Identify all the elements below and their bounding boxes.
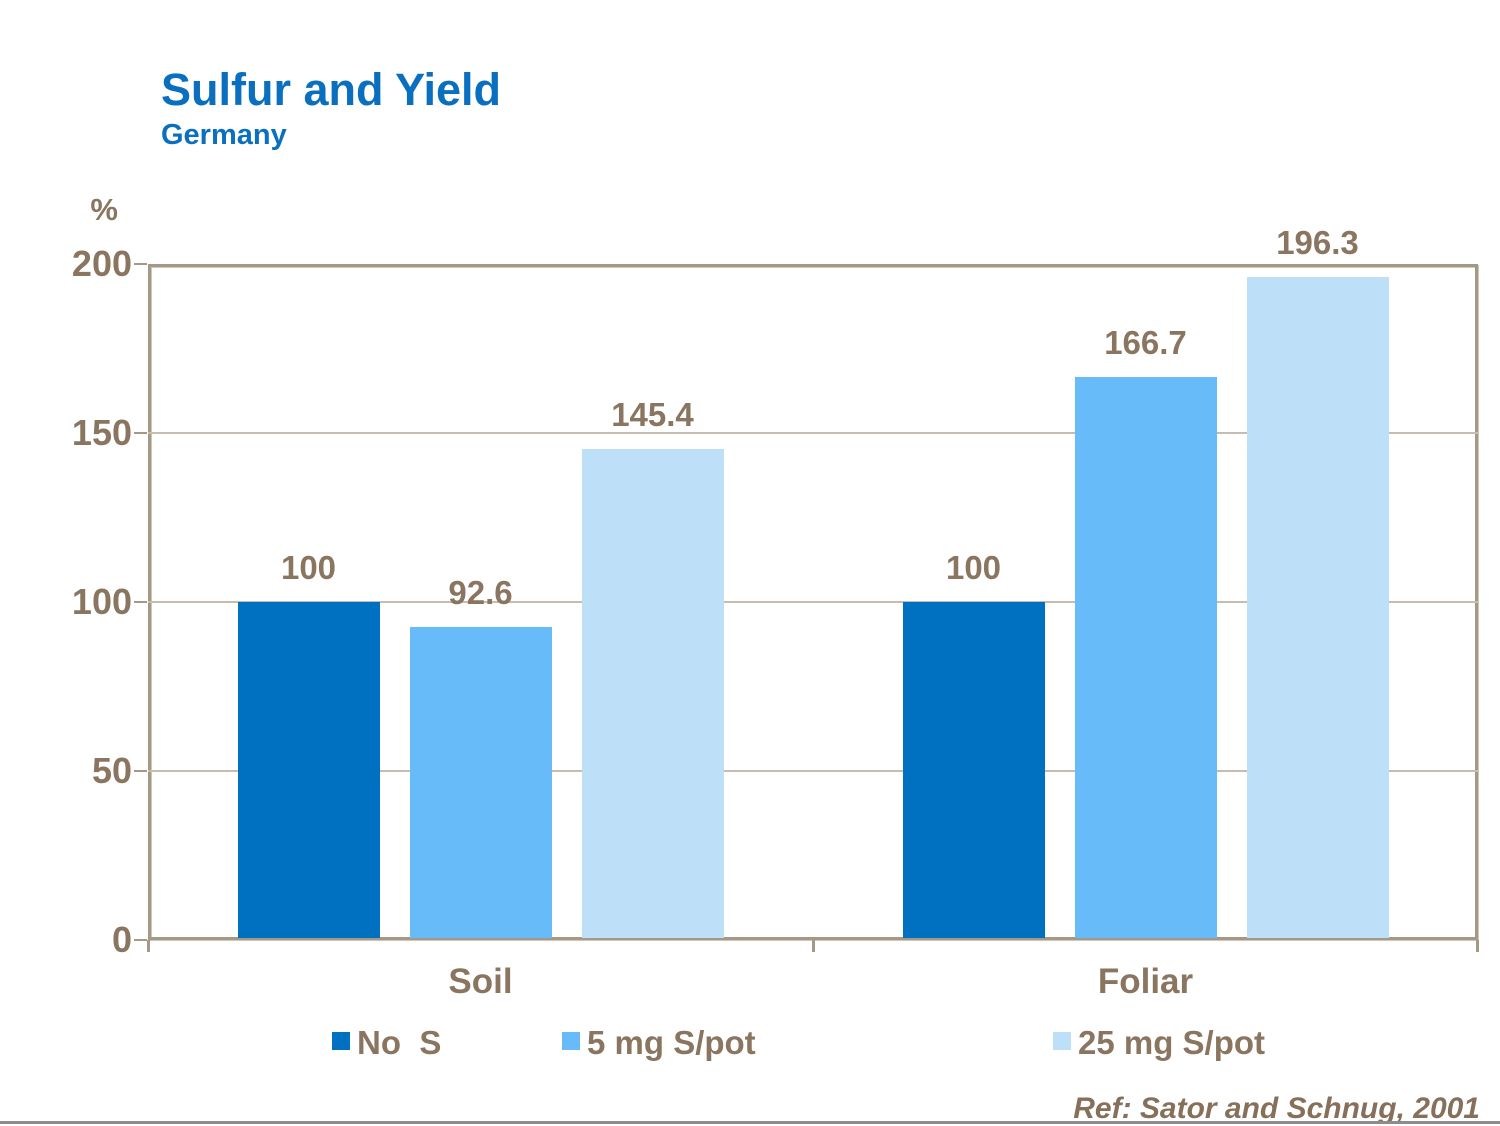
y-axis-tick bbox=[134, 601, 147, 603]
legend-label: 25 mg S/pot bbox=[1078, 1024, 1266, 1061]
x-axis-tick bbox=[1476, 940, 1479, 952]
legend-label: No S bbox=[357, 1024, 442, 1061]
x-axis-tick bbox=[147, 940, 150, 952]
y-axis-tick-label: 150 bbox=[71, 412, 132, 453]
reference-note: Ref: Sator and Schnug, 2001 bbox=[1073, 1092, 1480, 1125]
x-axis-tick bbox=[812, 940, 815, 952]
chart-subtitle: Germany bbox=[161, 119, 287, 151]
category-label-soil: Soil bbox=[448, 962, 513, 1001]
chart-title: Sulfur and Yield bbox=[161, 64, 502, 115]
legend-label: 5 mg S/pot bbox=[587, 1024, 756, 1061]
y-axis-tick bbox=[134, 770, 147, 772]
y-axis-tick-label: 50 bbox=[91, 750, 132, 791]
legend-swatch bbox=[332, 1032, 350, 1050]
plot-area bbox=[148, 264, 1478, 940]
category-label-foliar: Foliar bbox=[1097, 962, 1194, 1001]
legend-swatch bbox=[1053, 1032, 1071, 1050]
y-axis-tick bbox=[134, 432, 147, 434]
y-axis-tick-label: 200 bbox=[71, 243, 132, 284]
y-axis-tick-label: 0 bbox=[111, 919, 132, 960]
y-axis-tick bbox=[134, 263, 147, 265]
y-axis-tick bbox=[134, 939, 147, 941]
y-axis-unit-label: % bbox=[90, 192, 118, 227]
legend-swatch bbox=[562, 1032, 580, 1050]
bar-value-label: 196.3 bbox=[1276, 223, 1359, 261]
y-axis-tick-label: 100 bbox=[71, 581, 132, 622]
bottom-rule bbox=[0, 1121, 1500, 1124]
